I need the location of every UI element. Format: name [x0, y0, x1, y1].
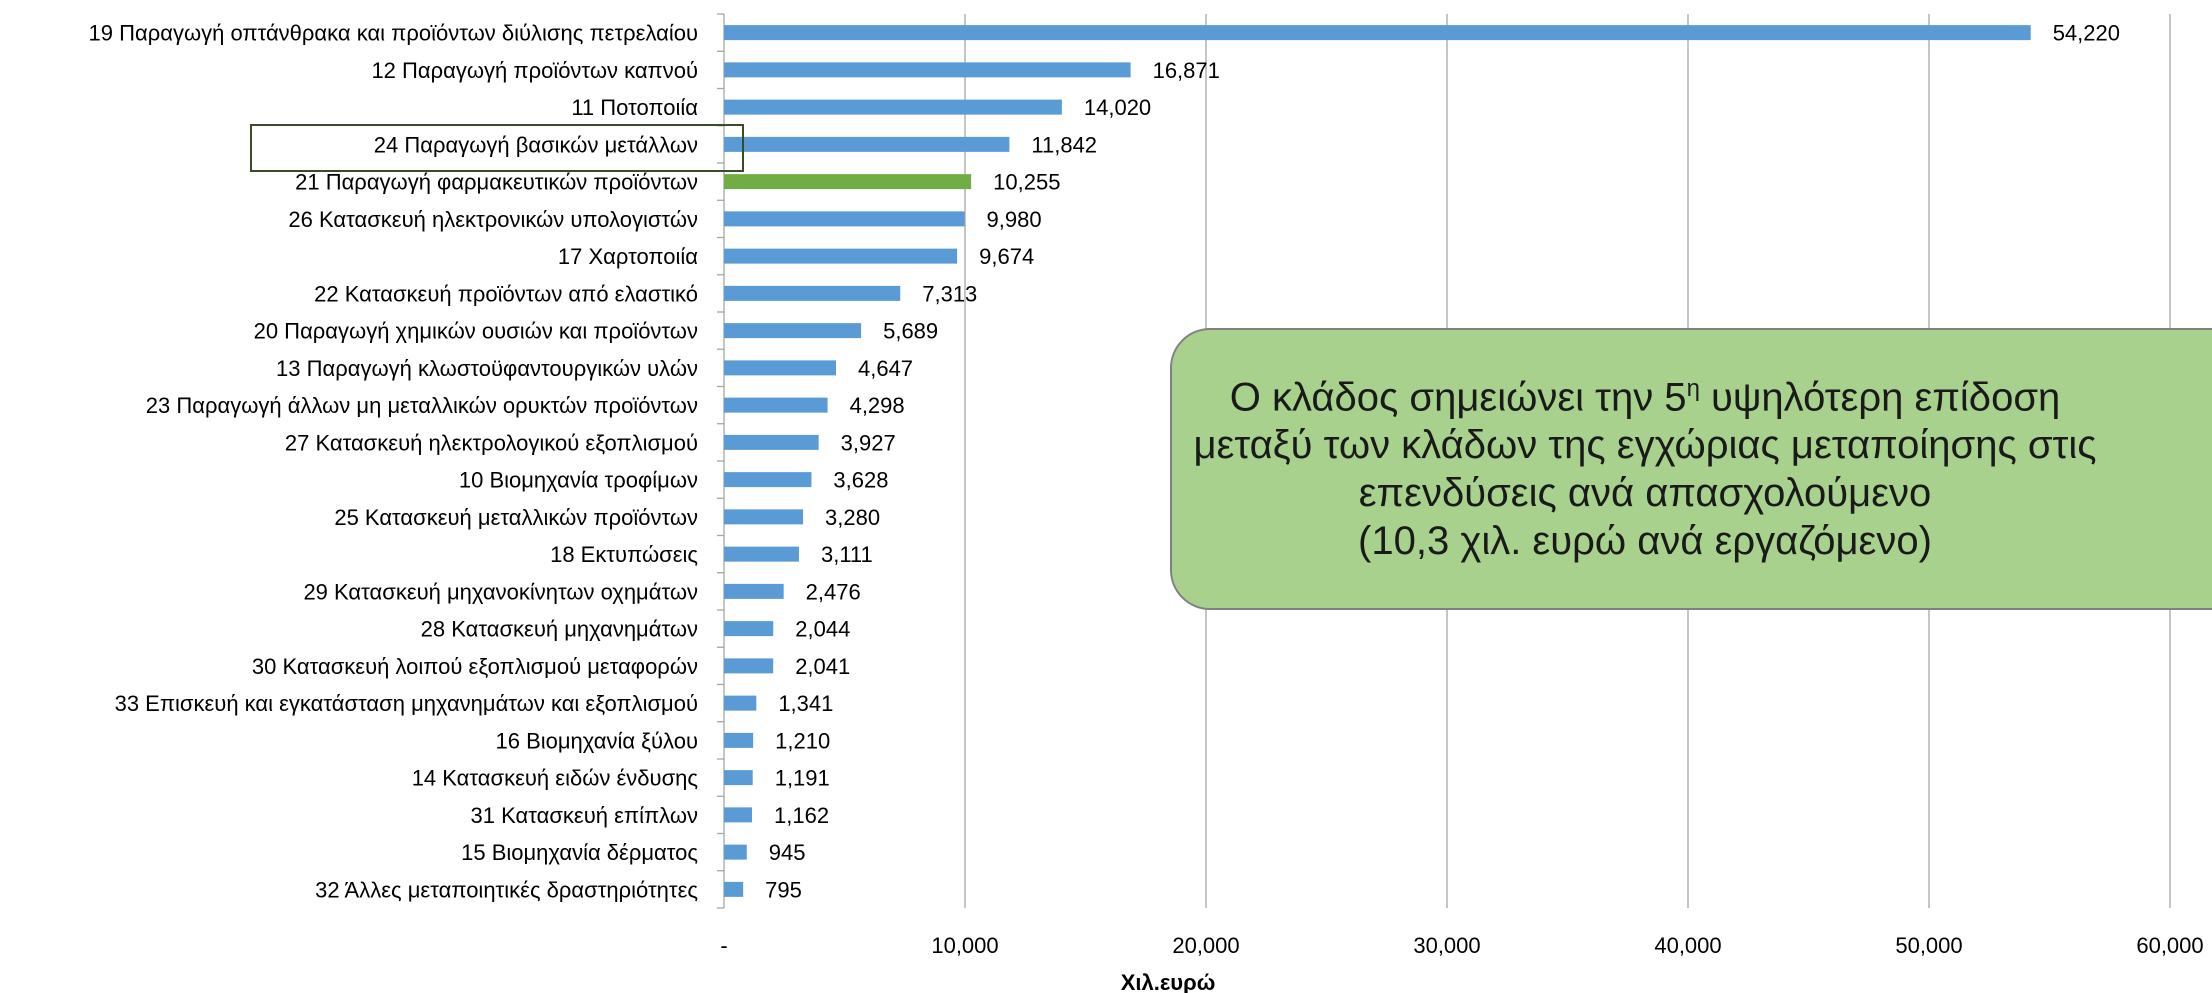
data-label: 3,280	[825, 505, 880, 530]
callout-box: Ο κλάδος σημειώνει την 5η υψηλότερη επίδ…	[1170, 328, 2212, 610]
bar	[724, 434, 819, 450]
category-label: 30 Κατασκευή λοιπού εξοπλισμού μεταφορών	[252, 654, 698, 679]
category-label: 15 Βιομηχανία δέρματος	[461, 840, 698, 865]
category-label: 32 Άλλες μεταποιητικές δραστηριότητες	[315, 877, 698, 902]
bar	[724, 695, 757, 711]
x-tick-label: 60,000	[2136, 933, 2203, 958]
category-label: 20 Παραγωγή χημικών ουσιών και προϊόντων	[254, 319, 698, 344]
x-axis-title: Χιλ.ευρώ	[1121, 970, 1216, 993]
x-tick-label: 30,000	[1413, 933, 1480, 958]
bar	[724, 99, 1062, 115]
bar	[724, 211, 965, 227]
bar	[724, 770, 753, 786]
callout-line-1: Ο κλάδος σημειώνει την 5η υψηλότερη επίδ…	[1229, 375, 2061, 420]
data-label: 7,313	[922, 281, 977, 306]
data-label: 1,162	[774, 803, 829, 828]
data-label: 1,341	[778, 691, 833, 716]
category-label: 25 Κατασκευή μεταλλικών προϊόντων	[334, 505, 698, 530]
category-label: 26 Κατασκευή ηλεκτρονικών υπολογιστών	[288, 207, 698, 232]
data-label: 3,111	[821, 542, 873, 567]
category-label: 33 Επισκευή και εγκατάσταση μηχανημάτων …	[115, 691, 698, 716]
bar	[724, 509, 804, 525]
category-label: 27 Κατασκευή ηλεκτρολογικού εξοπλισμού	[285, 430, 698, 455]
data-label: 4,647	[858, 356, 913, 381]
bar	[724, 658, 774, 674]
category-label: 24 Παραγωγή βασικών μετάλλων	[374, 132, 698, 157]
bar	[724, 323, 862, 339]
bar	[724, 583, 784, 599]
data-label: 2,041	[795, 654, 850, 679]
x-tick-label: 40,000	[1654, 933, 1721, 958]
category-label: 17 Χαρτοποιία	[558, 244, 698, 269]
callout-line-2: μεταξύ των κλάδων της εγχώριας μεταποίησ…	[1193, 423, 2097, 468]
data-label: 2,476	[806, 579, 861, 604]
data-label: 3,927	[841, 430, 896, 455]
bar	[724, 62, 1131, 78]
data-label: 14,020	[1084, 95, 1151, 120]
callout-line-4: (10,3 χιλ. ευρώ ανά εργαζόμενο)	[1358, 519, 1932, 564]
data-label: 795	[765, 877, 802, 902]
bar	[724, 881, 744, 897]
category-label: 19 Παραγωγή οπτάνθρακα και προϊόντων διύ…	[89, 21, 698, 46]
bar	[724, 472, 812, 488]
category-label: 31 Κατασκευή επίπλων	[471, 803, 698, 828]
bar	[724, 807, 753, 823]
data-label: 16,871	[1153, 58, 1220, 83]
bar	[724, 844, 747, 860]
data-label: 9,980	[987, 207, 1042, 232]
category-label: 21 Παραγωγή φαρμακευτικών προϊόντων	[295, 170, 698, 195]
category-label: 16 Βιομηχανία ξύλου	[495, 728, 698, 753]
data-label: 11,842	[1031, 132, 1097, 157]
data-label: 1,191	[775, 766, 830, 791]
category-label: 29 Κατασκευή μηχανοκίνητων οχημάτων	[303, 579, 698, 604]
data-label: 3,628	[833, 468, 888, 493]
bar	[724, 25, 2031, 41]
data-label: 9,674	[979, 244, 1034, 269]
category-label: 13 Παραγωγή κλωστοϋφαντουργικών υλών	[276, 356, 698, 381]
x-tick-label: 50,000	[1895, 933, 1962, 958]
data-label: 10,255	[993, 170, 1060, 195]
category-label: 14 Κατασκευή ειδών ένδυσης	[412, 766, 698, 791]
bar	[724, 732, 754, 748]
data-label: 5,689	[883, 319, 938, 344]
data-label: 945	[769, 840, 806, 865]
bar	[724, 360, 836, 376]
category-label: 23 Παραγωγή άλλων μη μεταλλικών ορυκτών …	[146, 393, 698, 418]
x-tick-label: 10,000	[931, 933, 998, 958]
bar	[724, 136, 1010, 152]
bar	[724, 621, 774, 637]
bar	[724, 397, 828, 413]
category-label: 22 Κατασκευή προϊόντων από ελαστικό	[314, 281, 698, 306]
category-label: 18 Εκτυπώσεις	[550, 542, 698, 567]
category-label: 12 Παραγωγή προϊόντων καπνού	[371, 58, 698, 83]
bar	[724, 174, 972, 190]
data-label: 4,298	[850, 393, 905, 418]
bar	[724, 285, 901, 301]
data-label: 54,220	[2053, 21, 2120, 46]
bar	[724, 248, 958, 264]
data-label: 1,210	[775, 728, 830, 753]
category-label: 10 Βιομηχανία τροφίμων	[459, 468, 698, 493]
x-tick-label: -	[720, 933, 727, 958]
bar	[724, 546, 799, 562]
data-label: 2,044	[795, 617, 850, 642]
category-label: 28 Κατασκευή μηχανημάτων	[421, 617, 698, 642]
x-tick-label: 20,000	[1172, 933, 1239, 958]
category-label: 11 Ποτοποιία	[571, 95, 698, 120]
callout-line-3: επενδύσεις ανά απασχολούμενο	[1358, 471, 1932, 516]
